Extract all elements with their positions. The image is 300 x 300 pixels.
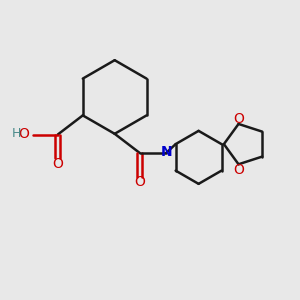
Text: O: O bbox=[52, 157, 63, 171]
Text: H: H bbox=[12, 127, 22, 140]
Text: O: O bbox=[233, 163, 244, 177]
Text: O: O bbox=[134, 176, 145, 189]
Text: N: N bbox=[160, 145, 172, 159]
Text: O: O bbox=[233, 112, 244, 126]
Text: O: O bbox=[18, 127, 29, 141]
